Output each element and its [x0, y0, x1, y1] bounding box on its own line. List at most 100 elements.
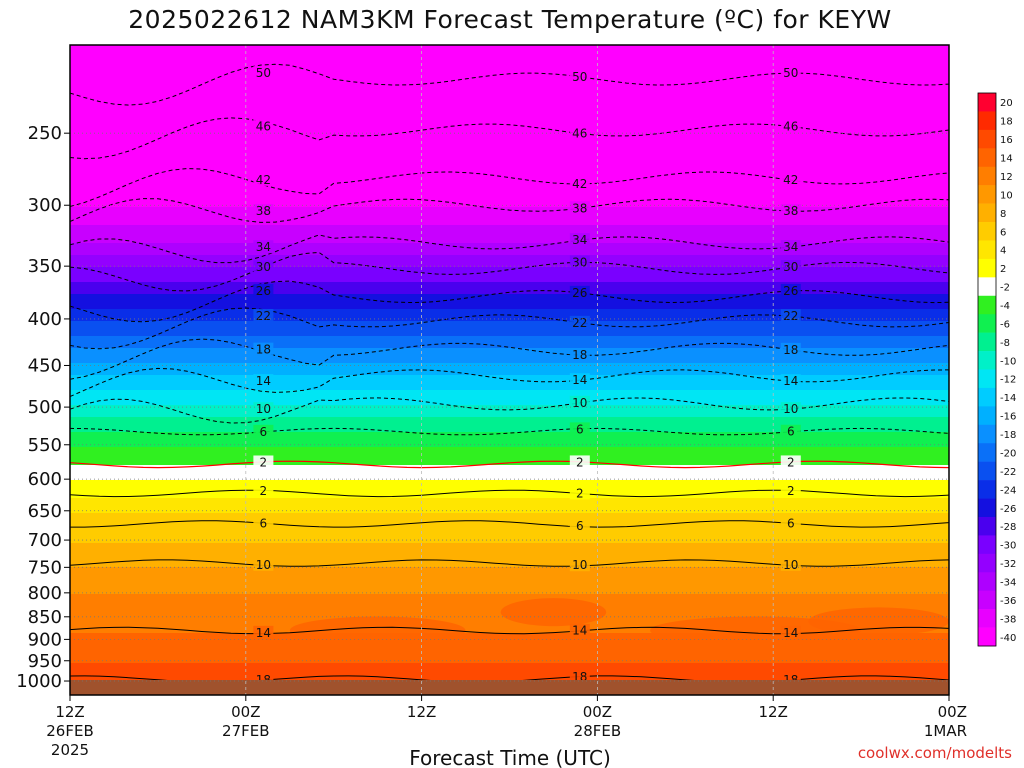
colorbar-swatch [978, 295, 996, 315]
contour-label: 22 [572, 316, 587, 330]
colorbar-swatch [978, 277, 996, 297]
contour-label: 14 [256, 626, 271, 640]
contour-label: 42 [572, 177, 587, 191]
y-tick-label: 450 [28, 355, 62, 376]
x-tick-label: 12Z [407, 703, 436, 721]
colorbar-tick-label: 8 [1000, 209, 1006, 220]
contour-label: 6 [576, 519, 584, 533]
colorbar-swatch [978, 461, 996, 481]
contour-label-bg [780, 240, 801, 254]
y-axis: 2503003504004505005506006507007508008509… [16, 123, 70, 692]
contour-label: 10 [256, 558, 271, 572]
colorbar-tick-label: -26 [1000, 504, 1016, 515]
contour-label-bg [253, 625, 274, 639]
contour-label-bg [569, 486, 590, 500]
colorbar-swatch [978, 387, 996, 407]
contour-label-bg [780, 342, 801, 356]
colorbar-tick-label: -14 [1000, 393, 1016, 404]
colorbar-tick-label: -6 [1000, 319, 1010, 330]
contour-label-bg [253, 66, 274, 80]
colorbar-tick-label: -24 [1000, 485, 1016, 496]
contour-label-bg [569, 670, 590, 684]
x-tick-label: 00Z [938, 703, 967, 721]
contour-label-bg [569, 373, 590, 387]
contour-line [70, 117, 949, 160]
contour-label: 26 [256, 284, 271, 298]
colorbar-tick-label: -16 [1000, 412, 1016, 423]
contour-label-bg [780, 402, 801, 416]
colorbar-swatch [978, 424, 996, 444]
colorbar-swatch [978, 406, 996, 426]
contour-label-bg [780, 625, 801, 639]
contour-label: 2 [260, 455, 268, 469]
colorbar-tick-label: -28 [1000, 522, 1016, 533]
contour-label: 14 [783, 374, 798, 388]
contour-label-bg [253, 484, 274, 498]
contour-label: 22 [256, 309, 271, 323]
contour-label-bg [780, 424, 801, 438]
contour-label-bg [780, 374, 801, 388]
y-tick-label: 650 [28, 501, 62, 522]
colorbar-tick-label: 10 [1000, 190, 1013, 201]
colorbar-tick-label: -34 [1000, 577, 1016, 588]
y-tick-label: 750 [28, 557, 62, 578]
colorbar-swatch [978, 351, 996, 370]
contour-label: 10 [256, 402, 271, 416]
colorbar-swatch [978, 93, 996, 112]
contour-label: 18 [783, 343, 798, 357]
contour-label: 34 [572, 233, 587, 247]
contour-label: 10 [572, 396, 587, 410]
contour-label: 30 [783, 260, 798, 274]
contour-line [70, 489, 949, 498]
contour-label-bg [780, 484, 801, 498]
contour-line [70, 367, 949, 397]
contour-label: 18 [256, 343, 271, 357]
contour-label: 50 [783, 66, 798, 80]
contour-label: 14 [572, 624, 587, 638]
y-tick-label: 350 [28, 256, 62, 277]
colorbar-swatch [978, 369, 996, 389]
x-tick-label: 26FEB [46, 722, 93, 740]
contour-label: 30 [256, 260, 271, 274]
contour-label: 2 [787, 484, 795, 498]
contour-line [70, 63, 949, 106]
contour-label-bg [253, 516, 274, 530]
chart-title: 2025022612 NAM3KM Forecast Temperature (… [128, 5, 891, 34]
contour-label: 42 [256, 173, 271, 187]
x-tick-label: 2025 [51, 741, 89, 759]
y-tick-label: 250 [28, 123, 62, 144]
y-tick-label: 600 [28, 469, 62, 490]
contour-label: 34 [256, 240, 271, 254]
contour-label-bg [569, 126, 590, 140]
contour-line [70, 251, 949, 292]
colorbar-frame [977, 92, 997, 647]
contour-label: 50 [572, 70, 587, 84]
x-tick-label: 27FEB [222, 722, 269, 740]
contour-label: 46 [256, 119, 271, 133]
colorbar-swatch [978, 535, 996, 555]
contour-label: 34 [783, 240, 798, 254]
y-tick-label: 900 [28, 629, 62, 650]
colorbar-tick-label: 18 [1000, 117, 1013, 128]
contour-label: 14 [256, 374, 271, 388]
colorbar-swatch [978, 498, 996, 518]
contour-line [70, 520, 949, 528]
colorbar-swatch [978, 148, 996, 168]
colorbar-tick-label: 16 [1000, 135, 1013, 146]
contour-label-bg [569, 233, 590, 247]
contour-line [70, 307, 949, 350]
contour-label-bg [253, 119, 274, 133]
contour-label: 6 [260, 425, 268, 439]
colorbar-swatch [978, 516, 996, 536]
colorbar: 20 18 16 14 12 10 8 6 4 2 -2 -4 -6 -8 -10 -12 -14 -16 -18 -… [977, 92, 1016, 647]
contour-label-bg [569, 519, 590, 533]
colorbar-swatch [978, 590, 996, 610]
colorbar-swatch [978, 166, 996, 186]
contour-label: 2 [787, 455, 795, 469]
contour-label: 10 [572, 558, 587, 572]
contour-label-bg [780, 204, 801, 218]
x-tick-label: 28FEB [574, 722, 621, 740]
contour-label: 38 [783, 204, 798, 218]
contour-label: 46 [783, 119, 798, 133]
colorbar-tick-label: -30 [1000, 541, 1016, 552]
